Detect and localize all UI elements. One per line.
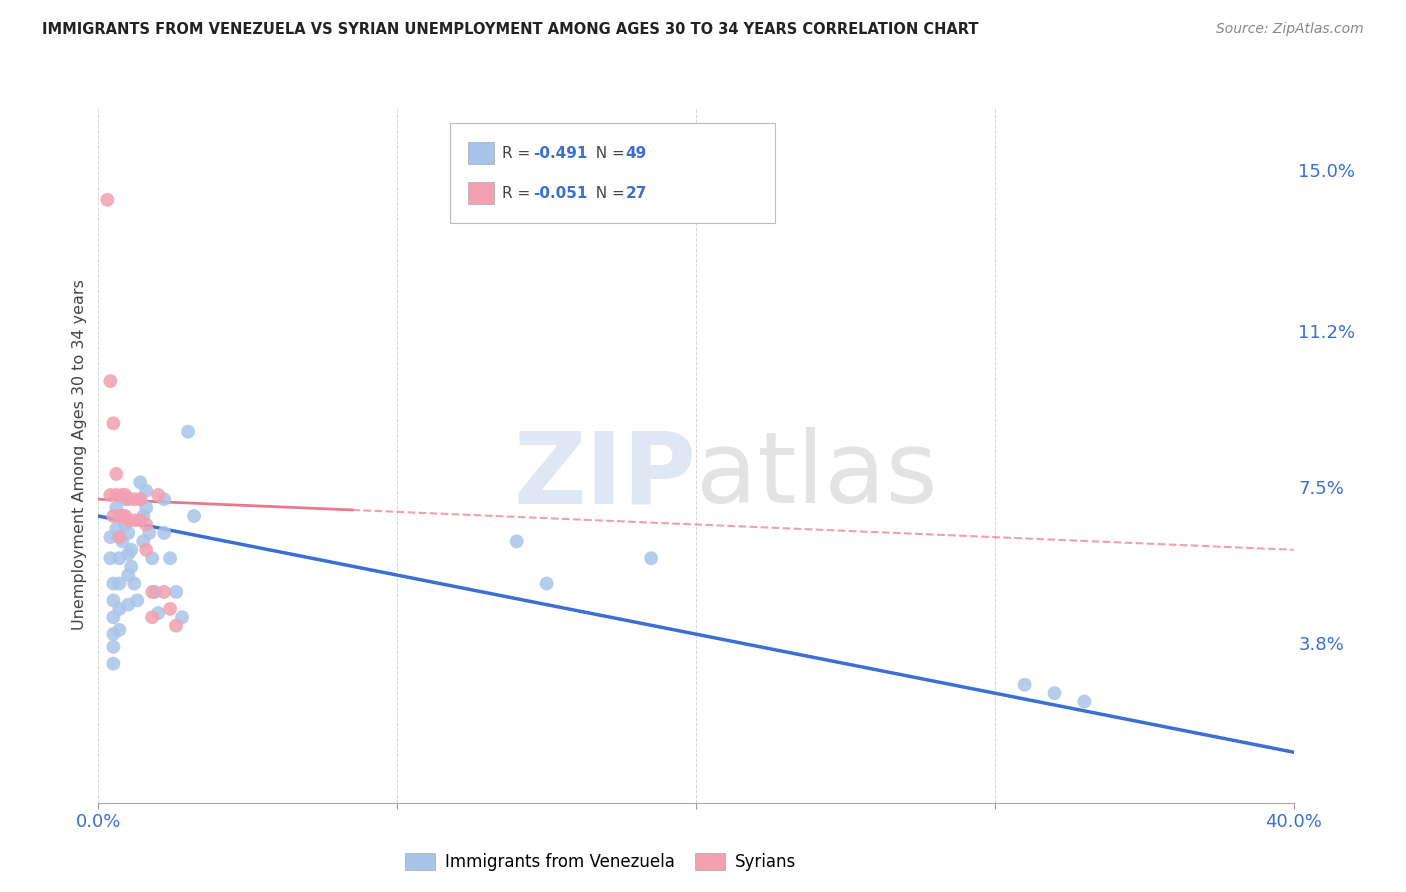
Point <box>153 585 176 599</box>
Point <box>108 530 131 544</box>
Point <box>141 551 163 566</box>
Point <box>165 585 187 599</box>
Point <box>100 488 122 502</box>
Point <box>135 517 157 532</box>
Point <box>108 551 131 566</box>
Point <box>108 602 131 616</box>
Point <box>129 475 152 490</box>
Text: N =: N = <box>586 186 630 201</box>
Point <box>108 623 131 637</box>
Text: 49: 49 <box>626 145 647 161</box>
Point <box>141 585 163 599</box>
Point <box>506 534 529 549</box>
Point <box>105 488 128 502</box>
Point <box>117 525 139 540</box>
Point <box>96 193 118 207</box>
Point <box>120 559 142 574</box>
Point <box>124 492 146 507</box>
Text: -0.491: -0.491 <box>533 145 588 161</box>
Text: R =: R = <box>502 186 536 201</box>
Point <box>159 551 181 566</box>
Point <box>536 576 558 591</box>
Point <box>165 618 187 632</box>
Point <box>114 517 136 532</box>
Point <box>135 483 157 498</box>
Point <box>135 500 157 515</box>
Point <box>124 513 146 527</box>
Point <box>177 425 200 439</box>
Point <box>132 509 155 524</box>
Point <box>103 417 125 431</box>
Point <box>159 602 181 616</box>
Point <box>117 568 139 582</box>
Point <box>141 610 163 624</box>
Point <box>640 551 662 566</box>
Point <box>108 576 131 591</box>
Point <box>124 576 146 591</box>
Text: 27: 27 <box>626 186 647 201</box>
Point <box>105 500 128 515</box>
Text: Source: ZipAtlas.com: Source: ZipAtlas.com <box>1216 22 1364 37</box>
Point <box>114 488 136 502</box>
Point <box>1073 695 1095 709</box>
Point <box>148 488 170 502</box>
Point <box>135 542 157 557</box>
Point <box>111 534 134 549</box>
Point <box>100 374 122 388</box>
Point <box>105 522 128 536</box>
Text: N =: N = <box>586 145 630 161</box>
Text: IMMIGRANTS FROM VENEZUELA VS SYRIAN UNEMPLOYMENT AMONG AGES 30 TO 34 YEARS CORRE: IMMIGRANTS FROM VENEZUELA VS SYRIAN UNEM… <box>42 22 979 37</box>
Point <box>117 513 139 527</box>
Point <box>127 593 149 607</box>
Point <box>105 467 128 481</box>
Point <box>100 530 122 544</box>
Point <box>111 509 134 524</box>
Point <box>114 509 136 524</box>
Point <box>100 551 122 566</box>
Y-axis label: Unemployment Among Ages 30 to 34 years: Unemployment Among Ages 30 to 34 years <box>72 279 87 631</box>
Point <box>129 492 152 507</box>
Point <box>117 547 139 561</box>
Text: ZIP: ZIP <box>513 427 696 524</box>
Legend: Immigrants from Venezuela, Syrians: Immigrants from Venezuela, Syrians <box>398 847 803 878</box>
Point <box>117 492 139 507</box>
Point <box>129 492 152 507</box>
Point <box>172 610 194 624</box>
Point <box>143 585 166 599</box>
Point <box>111 509 134 524</box>
Point <box>138 525 160 540</box>
Point <box>103 657 125 671</box>
Point <box>103 576 125 591</box>
Point <box>120 542 142 557</box>
Point <box>117 598 139 612</box>
Point <box>1043 686 1066 700</box>
Point <box>114 492 136 507</box>
Point <box>103 610 125 624</box>
Point <box>103 509 125 524</box>
Text: -0.051: -0.051 <box>533 186 588 201</box>
Point <box>153 492 176 507</box>
Point <box>103 627 125 641</box>
Text: R =: R = <box>502 145 536 161</box>
Point <box>103 593 125 607</box>
Point <box>108 509 131 524</box>
Point <box>1014 678 1036 692</box>
Point <box>148 606 170 620</box>
Point <box>183 509 205 524</box>
Point <box>103 640 125 654</box>
Point <box>132 534 155 549</box>
Point <box>129 513 152 527</box>
Point <box>153 525 176 540</box>
Point <box>111 488 134 502</box>
Text: atlas: atlas <box>696 427 938 524</box>
